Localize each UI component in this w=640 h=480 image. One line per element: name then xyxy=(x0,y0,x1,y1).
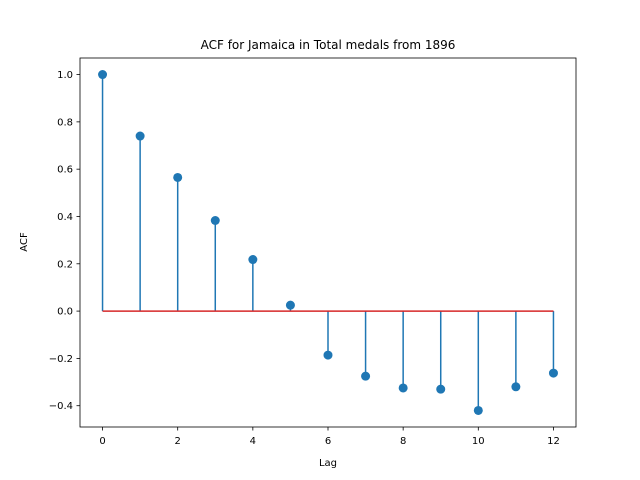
x-tick-label: 6 xyxy=(325,436,331,447)
acf-point xyxy=(361,371,371,381)
y-axis-label: ACF xyxy=(19,232,30,252)
y-tick-label: 0.6 xyxy=(57,165,73,176)
x-tick-label: 4 xyxy=(250,436,256,447)
plot-area xyxy=(98,70,558,415)
y-tick-label: 0.0 xyxy=(57,307,73,318)
y-tick-label: 0.4 xyxy=(57,212,73,223)
chart-title: ACF for Jamaica in Total medals from 189… xyxy=(201,38,456,52)
y-tick-label: 0.2 xyxy=(57,259,73,270)
acf-point xyxy=(323,350,333,360)
acf-point xyxy=(548,368,558,378)
acf-point xyxy=(511,382,521,392)
y-tick-label: 0.8 xyxy=(57,117,73,128)
y-tick-label: −0.4 xyxy=(49,401,73,412)
acf-point xyxy=(135,131,145,141)
plot-frame xyxy=(79,57,577,428)
acf-point xyxy=(398,383,408,393)
acf-point xyxy=(210,216,220,226)
y-axis: −0.4 −0.2 0.0 0.2 0.4 0.6 0.8 1.0 xyxy=(49,70,80,412)
x-tick-label: 10 xyxy=(472,436,485,447)
x-tick-label: 12 xyxy=(547,436,560,447)
x-axis: 0 2 4 6 8 10 12 xyxy=(99,427,560,447)
acf-point xyxy=(173,172,183,182)
x-tick-label: 2 xyxy=(175,436,181,447)
x-axis-label: Lag xyxy=(319,458,337,469)
acf-point xyxy=(436,384,446,394)
y-tick-label: −0.2 xyxy=(49,354,73,365)
x-tick-label: 8 xyxy=(400,436,406,447)
acf-point xyxy=(98,70,108,80)
acf-point xyxy=(473,405,483,415)
acf-point xyxy=(248,255,258,265)
x-tick-label: 0 xyxy=(99,436,105,447)
y-tick-label: 1.0 xyxy=(57,70,73,81)
acf-point xyxy=(285,300,295,310)
